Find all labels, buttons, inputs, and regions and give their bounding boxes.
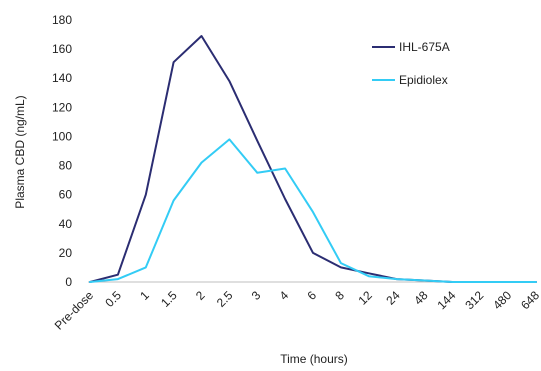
x-tick-label: 312 bbox=[462, 288, 486, 312]
x-tick-label: 12 bbox=[356, 288, 376, 308]
legend: IHL-675A Epidiolex bbox=[372, 40, 450, 87]
x-tick-label: 8 bbox=[332, 288, 347, 303]
x-tick-label: 480 bbox=[490, 288, 514, 312]
y-tick-label: 160 bbox=[52, 42, 72, 56]
y-tick-label: 0 bbox=[65, 275, 72, 289]
y-tick-label: 140 bbox=[52, 71, 72, 85]
legend-label: Epidiolex bbox=[399, 73, 448, 87]
y-tick-label: 180 bbox=[52, 13, 72, 27]
series-line-2 bbox=[89, 138, 537, 283]
x-tick-label: 0.5 bbox=[102, 288, 124, 310]
x-tick-label: Pre-dose bbox=[52, 288, 97, 333]
y-axis-title: Plasma CBD (ng/mL) bbox=[13, 95, 27, 208]
x-tick-label: 3 bbox=[249, 288, 264, 303]
x-tick-label: 48 bbox=[411, 288, 431, 308]
x-axis-title: Time (hours) bbox=[280, 352, 348, 366]
series-lines bbox=[89, 35, 537, 283]
x-tick-label: 144 bbox=[434, 288, 458, 312]
x-tick-label: 24 bbox=[383, 288, 403, 308]
y-tick-label: 120 bbox=[52, 100, 72, 114]
x-tick-label: 6 bbox=[304, 288, 319, 303]
x-tick-label: 1.5 bbox=[158, 288, 180, 310]
x-tick-label: 2.5 bbox=[214, 288, 236, 310]
x-tick-label: 648 bbox=[518, 288, 541, 312]
x-tick-label: 4 bbox=[277, 288, 292, 303]
y-axis-tick-labels: 0 20 40 60 80 100 120 140 160 180 bbox=[52, 13, 72, 289]
y-tick-label: 100 bbox=[52, 129, 72, 143]
legend-label: IHL-675A bbox=[399, 40, 450, 54]
y-tick-label: 60 bbox=[59, 188, 73, 202]
y-tick-label: 20 bbox=[59, 246, 73, 260]
series-line-1 bbox=[89, 35, 537, 283]
x-axis-tick-labels: Pre-dose 0.5 1 1.5 2 2.5 3 4 6 8 12 24 48 144 312 480 64… bbox=[52, 288, 541, 333]
y-tick-label: 40 bbox=[59, 217, 73, 231]
x-tick-label: 1 bbox=[137, 288, 152, 303]
y-tick-label: 80 bbox=[59, 159, 73, 173]
x-tick-label: 2 bbox=[193, 288, 208, 303]
